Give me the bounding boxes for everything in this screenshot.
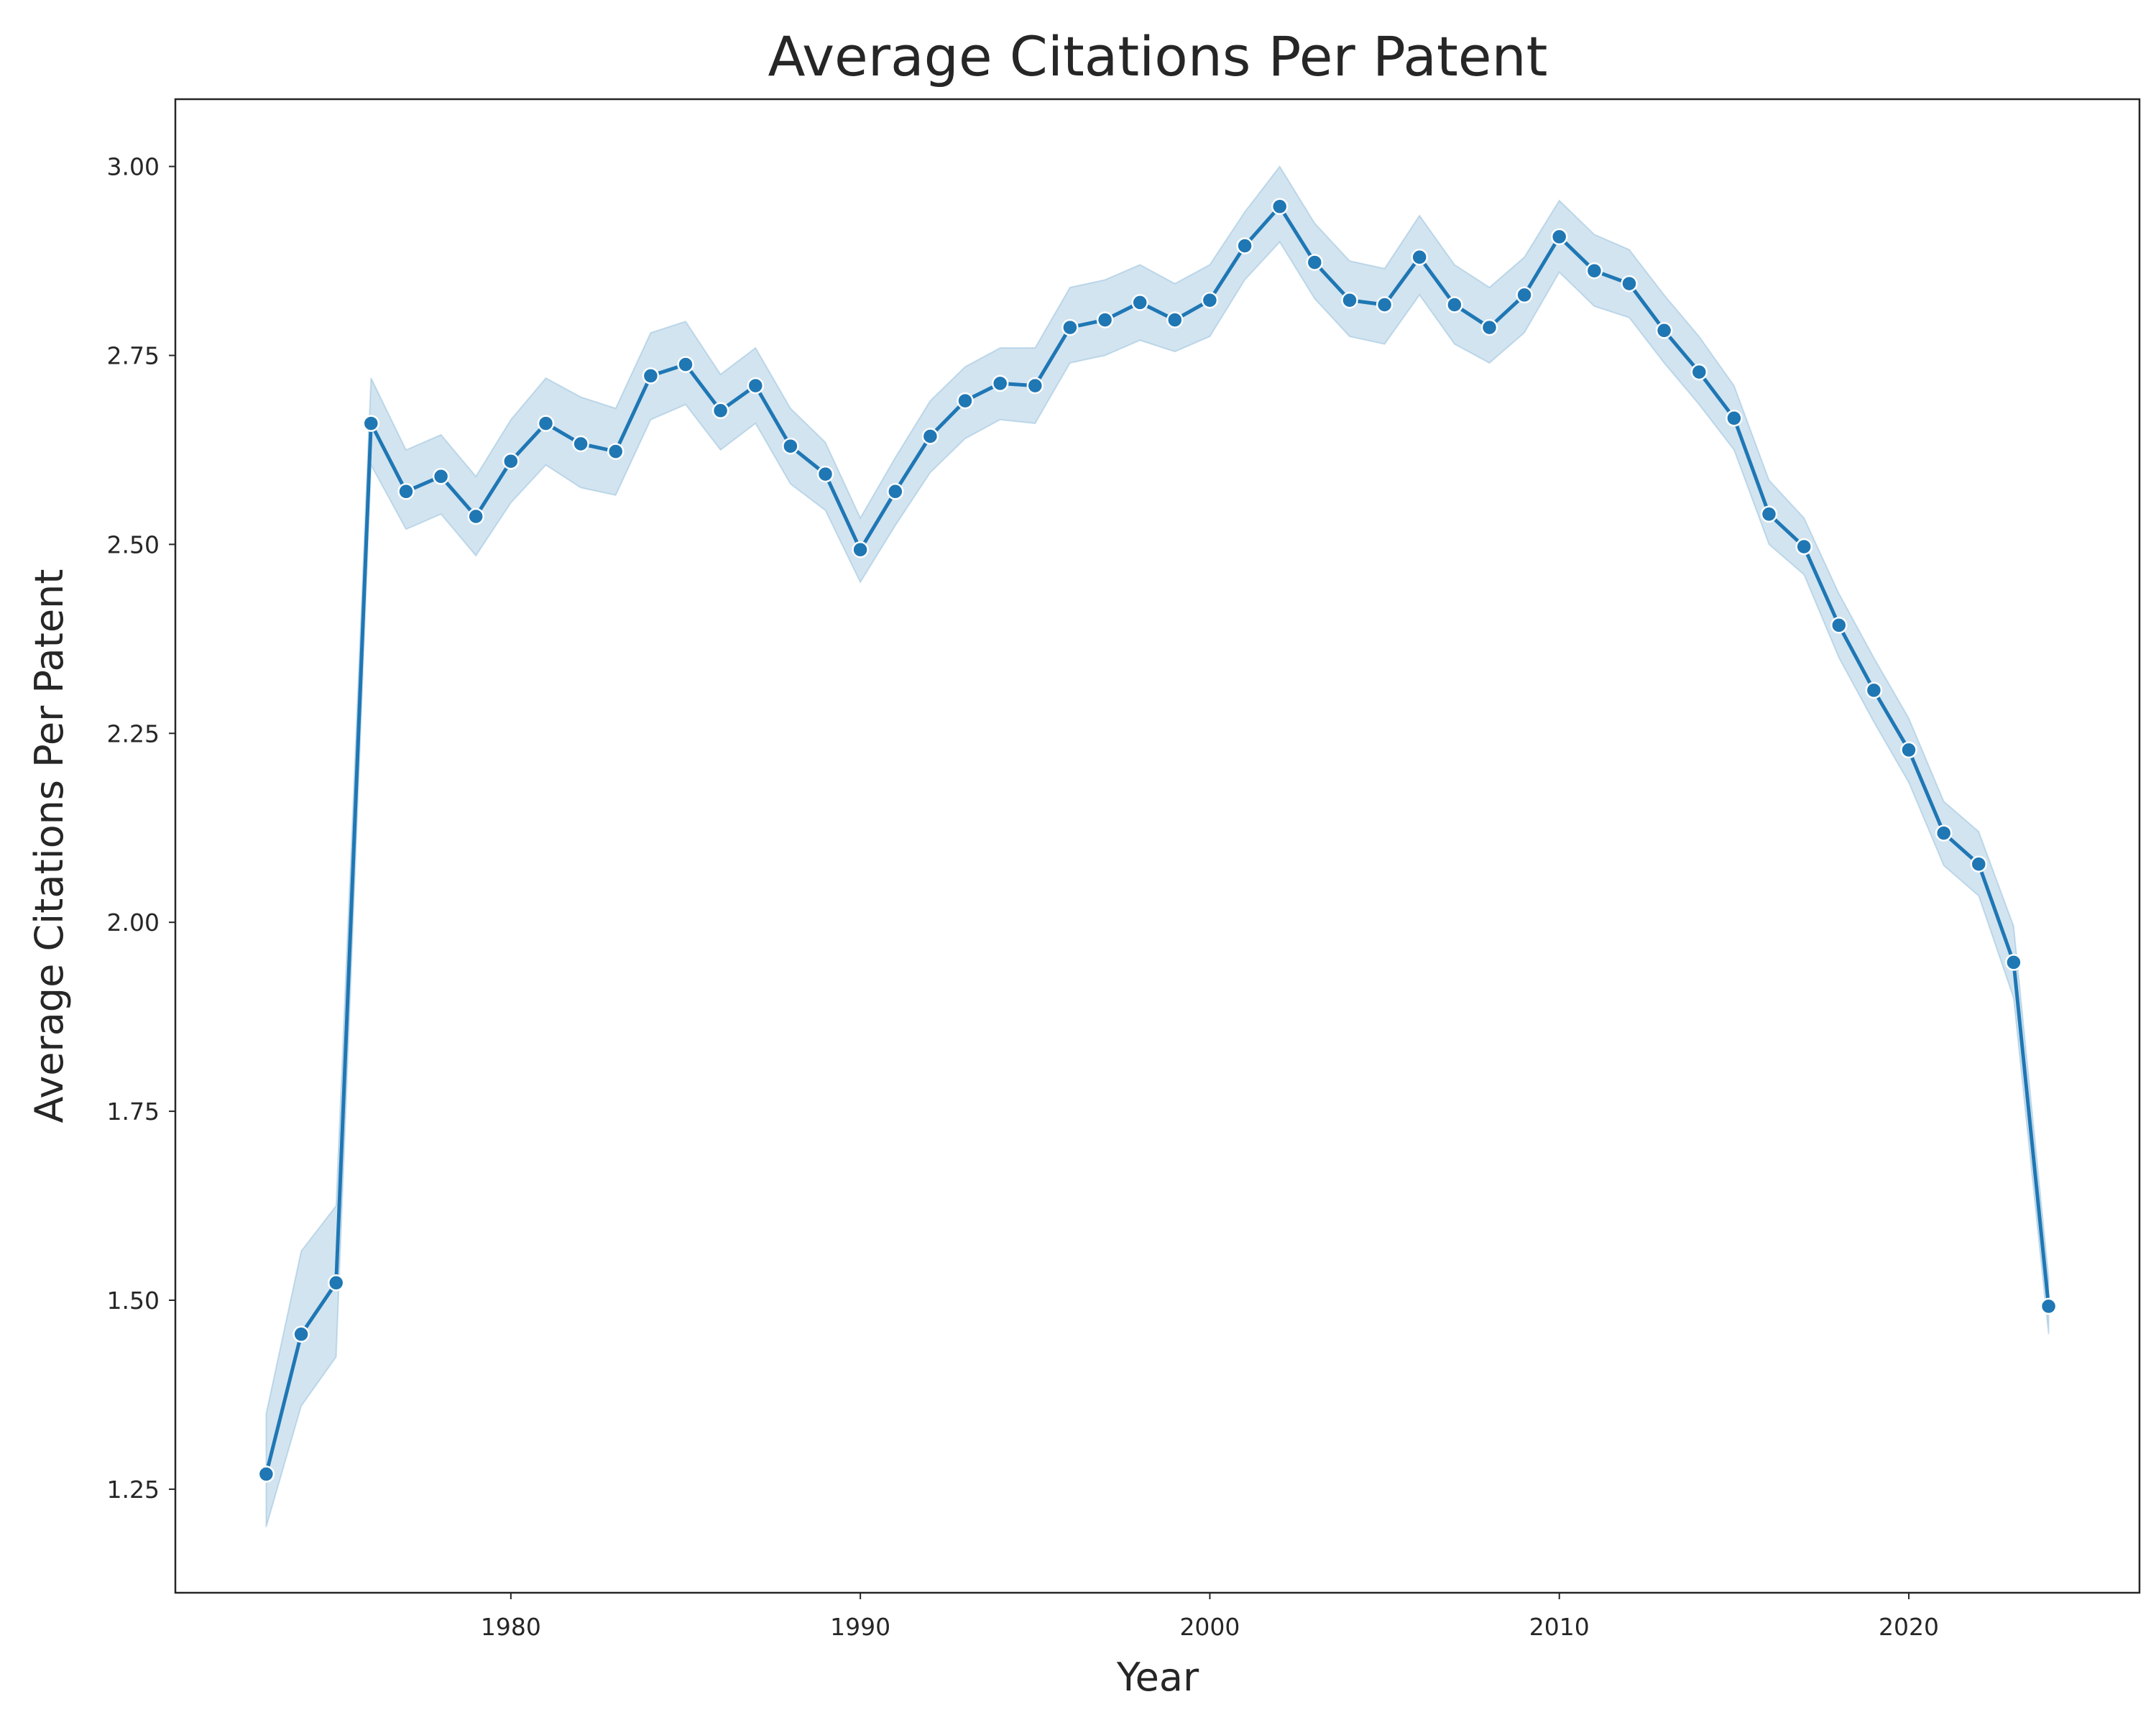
- x-tick-label: 2010: [1529, 1613, 1590, 1641]
- data-point-2005: [1377, 298, 1392, 313]
- data-point-2009: [1517, 288, 1532, 303]
- y-axis-label: Average Citations Per Patent: [27, 569, 72, 1123]
- data-point-2020: [1902, 742, 1917, 758]
- data-point-1999: [1167, 313, 1182, 328]
- chart-title: Average Citations Per Patent: [768, 24, 1548, 88]
- data-point-2010: [1552, 229, 1567, 244]
- data-point-2016: [1761, 507, 1777, 522]
- data-point-1987: [748, 378, 763, 393]
- y-tick-label: 2.00: [107, 908, 160, 937]
- data-point-1973: [259, 1466, 274, 1481]
- data-point-1976: [364, 416, 379, 431]
- data-point-1997: [1097, 313, 1112, 328]
- data-point-1988: [783, 438, 798, 454]
- y-tick-label: 2.75: [107, 341, 160, 369]
- data-point-1982: [573, 436, 589, 451]
- data-point-1992: [923, 429, 938, 444]
- x-tick-label: 1990: [830, 1613, 890, 1641]
- data-point-1989: [818, 466, 833, 482]
- data-point-2001: [1238, 239, 1253, 254]
- data-point-2000: [1202, 293, 1217, 308]
- x-tick-label: 1980: [481, 1613, 541, 1641]
- data-point-2012: [1622, 276, 1637, 291]
- y-tick-label: 2.25: [107, 719, 160, 748]
- y-tick-label: 1.25: [107, 1476, 160, 1504]
- data-point-2014: [1692, 364, 1707, 380]
- data-point-2007: [1447, 298, 1462, 313]
- data-point-2023: [2006, 954, 2021, 970]
- data-point-2004: [1342, 293, 1358, 308]
- data-point-1975: [328, 1275, 344, 1290]
- data-point-2003: [1307, 255, 1322, 270]
- data-point-1981: [538, 416, 553, 431]
- data-point-2017: [1797, 539, 1812, 554]
- data-point-2024: [2041, 1299, 2056, 1314]
- data-point-1983: [608, 444, 623, 459]
- data-point-1996: [1062, 320, 1077, 335]
- data-point-1995: [1028, 378, 1043, 393]
- y-tick-label: 1.75: [107, 1098, 160, 1126]
- data-point-1984: [643, 368, 658, 383]
- data-point-1998: [1133, 295, 1148, 310]
- data-point-2022: [1971, 857, 1986, 872]
- data-point-2018: [1831, 617, 1846, 632]
- x-tick-label: 2000: [1179, 1613, 1240, 1641]
- y-tick-label: 3.00: [107, 153, 160, 181]
- data-point-2002: [1272, 199, 1287, 214]
- data-point-1986: [713, 403, 728, 418]
- data-point-1974: [294, 1327, 309, 1342]
- y-tick-label: 2.50: [107, 530, 160, 558]
- y-tick-label: 1.50: [107, 1287, 160, 1315]
- data-point-1979: [469, 509, 484, 524]
- data-point-1990: [853, 542, 868, 557]
- data-point-1994: [992, 376, 1008, 391]
- data-point-2013: [1657, 323, 1672, 338]
- data-point-2021: [1936, 826, 1951, 841]
- data-point-1978: [433, 469, 448, 484]
- data-point-1977: [399, 484, 414, 499]
- data-point-2019: [1866, 683, 1881, 698]
- data-point-2011: [1587, 263, 1602, 278]
- x-axis-label: Year: [1116, 1655, 1199, 1700]
- data-point-1993: [958, 393, 973, 408]
- data-point-2015: [1726, 410, 1741, 426]
- data-point-1991: [888, 484, 903, 499]
- data-point-1980: [503, 454, 518, 469]
- data-point-2008: [1482, 320, 1497, 335]
- data-point-1985: [678, 357, 694, 372]
- data-point-2006: [1412, 249, 1427, 264]
- x-tick-label: 2020: [1879, 1613, 1939, 1641]
